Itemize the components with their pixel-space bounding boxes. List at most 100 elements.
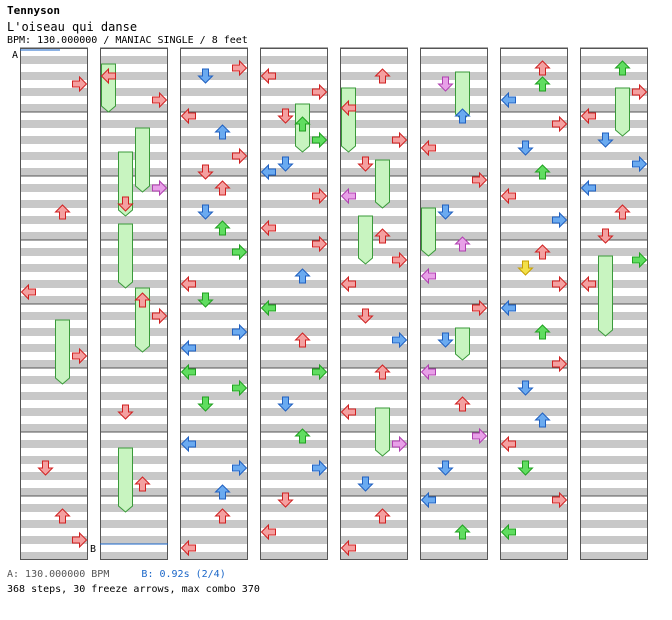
beat-band [500,104,568,112]
beat-band [260,472,328,480]
up-arrow [614,60,631,76]
beat-band [420,136,488,144]
beat-band [580,104,648,112]
beat-band [500,440,568,448]
beat-band [20,136,88,144]
beat-band [420,296,488,304]
beat-band [500,232,568,240]
beat-band [260,360,328,368]
beat-band [420,488,488,496]
right-arrow [152,91,168,109]
up-arrow [454,236,471,252]
up-arrow [294,332,311,348]
up-arrow [54,204,71,220]
beat-band [340,200,408,208]
left-arrow [580,275,596,293]
beat-band [420,456,488,464]
down-arrow [437,460,454,476]
right-arrow [632,155,648,173]
freeze-arrow [358,215,373,265]
beat-band [340,488,408,496]
beat-band [100,200,168,208]
beat-band [340,392,408,400]
beat-band [180,216,248,224]
up-arrow [214,508,231,524]
left-arrow [420,363,436,381]
right-arrow [392,251,408,269]
up-arrow [134,476,151,492]
beat-band [100,344,168,352]
left-arrow [420,491,436,509]
beat-band [500,184,568,192]
up-arrow [294,116,311,132]
right-arrow [232,147,248,165]
beat-band [180,56,248,64]
beat-band [580,56,648,64]
left-arrow [260,523,276,541]
beat-band [580,504,648,512]
left-arrow [340,403,356,421]
down-arrow [357,476,374,492]
down-arrow [437,204,454,220]
beat-band [180,184,248,192]
column-border [20,48,88,560]
column-border [420,48,488,560]
footer-summary: 368 steps, 30 freeze arrows, max combo 3… [7,584,260,595]
beat-band [420,104,488,112]
beat-band [340,456,408,464]
beat-band [20,360,88,368]
beat-band [260,376,328,384]
beat-band [580,264,648,272]
beat-band [180,104,248,112]
beat-band [100,328,168,336]
beat-band [500,264,568,272]
up-arrow [294,428,311,444]
freeze-arrow [135,127,150,193]
beat-band [260,296,328,304]
beat-band [580,552,648,560]
marker-a: A [12,50,18,61]
beat-band [500,424,568,432]
beat-band [340,72,408,80]
up-arrow [214,180,231,196]
chart-column [260,47,328,560]
beat-band [20,56,88,64]
beat-band [500,136,568,144]
freeze-arrow [341,87,356,153]
bpm-a-label: A: 130.000000 BPM [7,569,110,580]
beat-band [100,312,168,320]
column-border [500,48,568,560]
beat-band [180,360,248,368]
beat-band [340,424,408,432]
beat-band [420,216,488,224]
up-arrow [374,364,391,380]
up-arrow [454,396,471,412]
down-arrow [517,460,534,476]
beat-band [340,248,408,256]
beat-band [340,536,408,544]
beat-band [500,456,568,464]
beat-band [260,392,328,400]
freeze-arrow [55,319,70,385]
beat-band [260,216,328,224]
up-arrow [374,508,391,524]
beat-band [580,408,648,416]
right-arrow [552,211,568,229]
beat-band [500,472,568,480]
beat-band [260,120,328,128]
beat-band [100,184,168,192]
beat-band [420,424,488,432]
beat-band [180,120,248,128]
beat-band [20,168,88,176]
beat-band [500,504,568,512]
beat-band [180,344,248,352]
beat-band [100,392,168,400]
right-arrow [312,187,328,205]
beat-band [20,152,88,160]
beat-band [100,488,168,496]
beat-band [20,280,88,288]
down-arrow [597,228,614,244]
beat-band [580,232,648,240]
beat-band [580,280,648,288]
left-arrow [100,67,116,85]
